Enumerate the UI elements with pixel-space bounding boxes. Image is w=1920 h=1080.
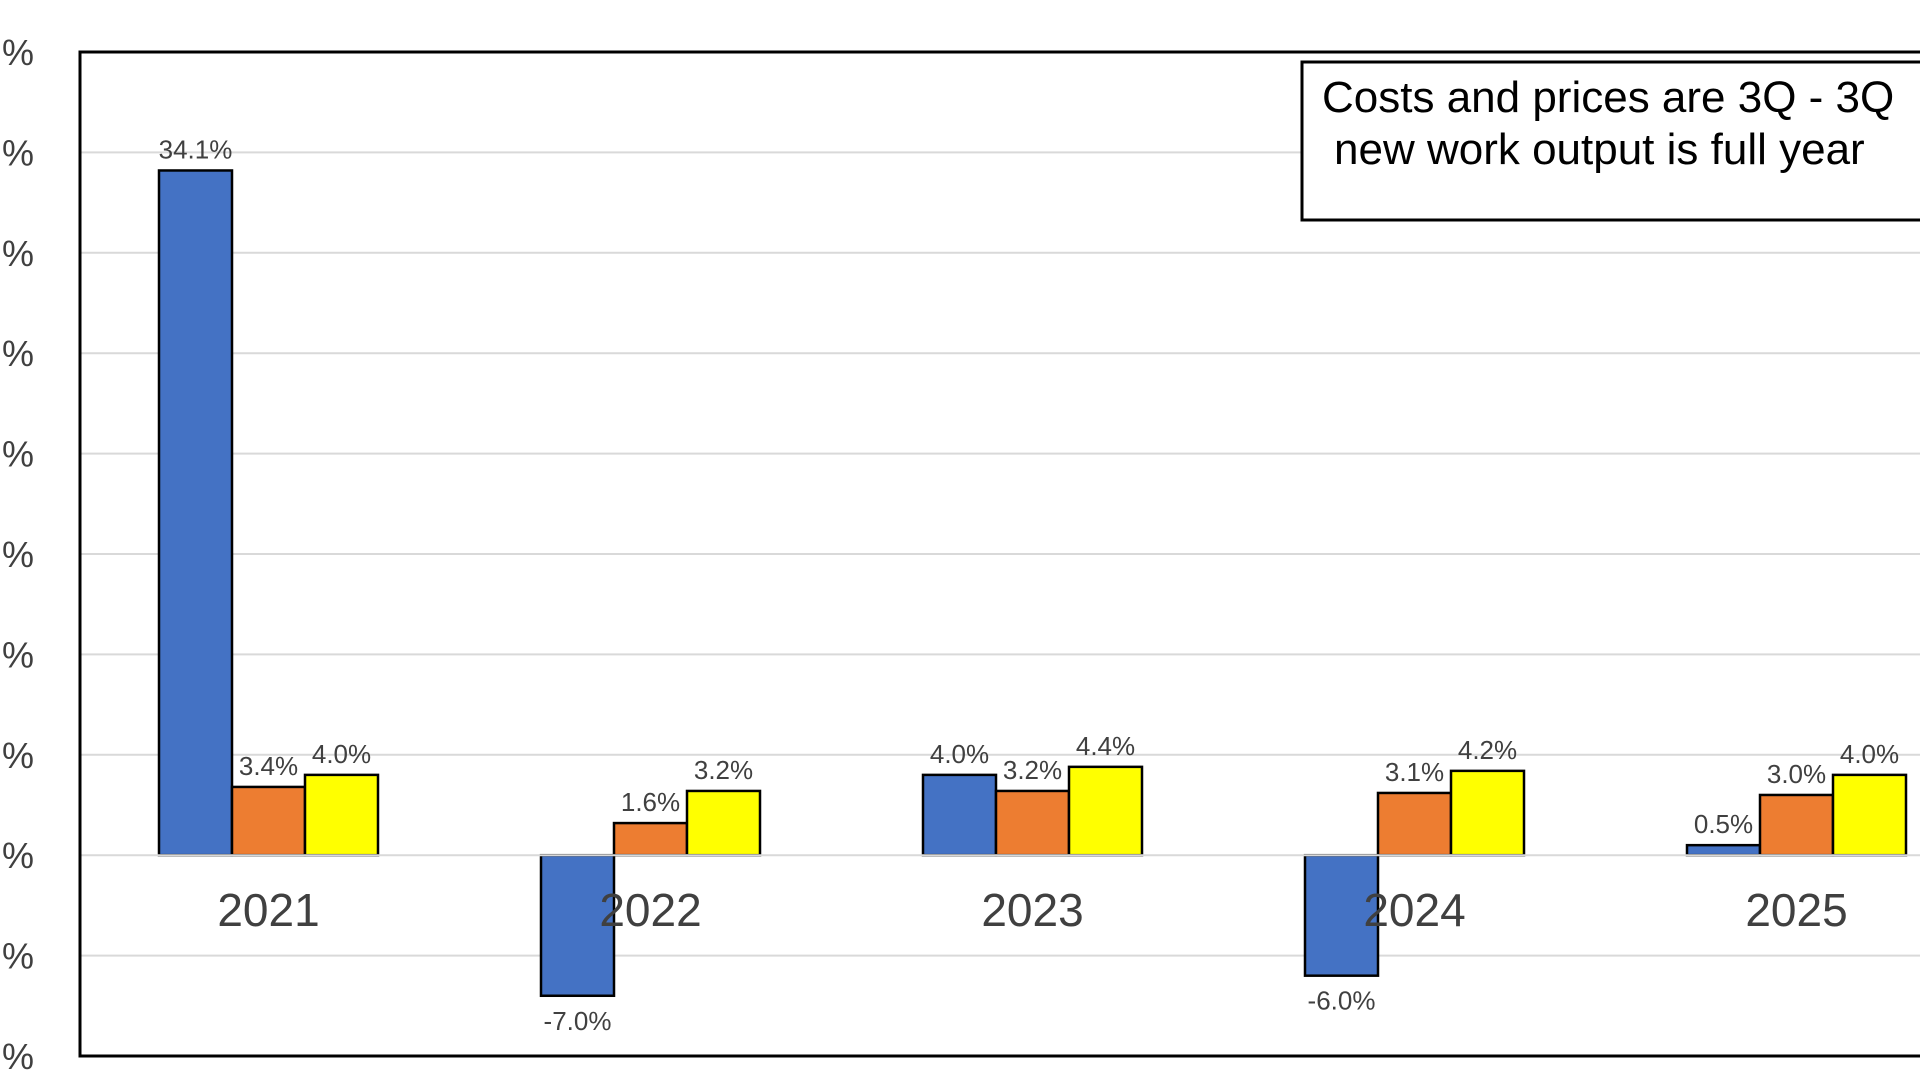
bars bbox=[157, 169, 1908, 998]
category-label-2022: 2022 bbox=[599, 884, 701, 936]
data-label-2025-series-1: 0.5% bbox=[1694, 809, 1753, 839]
data-label-2022-series-2: 1.6% bbox=[621, 787, 680, 817]
annotation-box: Costs and prices are 3Q - 3Q new work ou… bbox=[1300, 60, 1920, 222]
y-tick-label: % bbox=[2, 936, 34, 977]
y-tick-label: % bbox=[2, 32, 34, 73]
annotation-line-1: Costs and prices are 3Q - 3Q bbox=[1322, 73, 1894, 122]
annotation-frame bbox=[1300, 60, 1920, 222]
y-tick-label: % bbox=[2, 735, 34, 776]
category-label-2025: 2025 bbox=[1745, 884, 1847, 936]
data-label-2023-series-2: 3.2% bbox=[1003, 755, 1062, 785]
data-label-2024-series-2: 3.1% bbox=[1385, 757, 1444, 787]
data-label-2025-series-2: 3.0% bbox=[1767, 759, 1826, 789]
bar-2025-series-1 bbox=[1685, 843, 1762, 857]
bar-2021-series-2 bbox=[230, 785, 307, 857]
bar-2023-series-3 bbox=[1067, 765, 1144, 857]
y-tick-label: % bbox=[2, 132, 34, 173]
category-label-2023: 2023 bbox=[981, 884, 1083, 936]
data-label-2024-series-3: 4.2% bbox=[1458, 735, 1517, 765]
bar-2022-series-3 bbox=[685, 789, 762, 857]
data-labels: 34.1% 3.4% 4.0% -7.0% 1.6% 3.2% 4.0% 3.2% 4.4% -6… bbox=[159, 134, 1900, 1035]
category-labels: 2021 2022 2023 2024 2025 bbox=[217, 884, 1847, 936]
bar-2021-series-1 bbox=[157, 169, 234, 857]
category-label-2024: 2024 bbox=[1363, 884, 1465, 936]
bar-2023-series-2 bbox=[994, 789, 1071, 857]
bar-2024-series-2 bbox=[1376, 791, 1453, 857]
y-tick-label: % bbox=[2, 434, 34, 475]
data-label-2021-series-3: 4.0% bbox=[312, 739, 371, 769]
y-tick-label: % bbox=[2, 1036, 34, 1077]
bar-2025-series-3 bbox=[1831, 773, 1908, 857]
annotation-line-2: new work output is full year bbox=[1334, 125, 1865, 174]
data-label-2025-series-3: 4.0% bbox=[1840, 739, 1899, 769]
data-label-2024-series-1: -6.0% bbox=[1308, 986, 1376, 1016]
data-label-2022-series-1: -7.0% bbox=[544, 1006, 612, 1036]
y-tick-label: % bbox=[2, 835, 34, 876]
data-label-2023-series-3: 4.4% bbox=[1076, 731, 1135, 761]
y-tick-label: % bbox=[2, 233, 34, 274]
y-tick-label: % bbox=[2, 333, 34, 374]
y-axis-tick-labels: %%%%%%%%%%% bbox=[2, 32, 34, 1077]
y-tick-label: % bbox=[2, 534, 34, 575]
bar-2021-series-3 bbox=[303, 773, 380, 857]
data-label-2023-series-1: 4.0% bbox=[930, 739, 989, 769]
y-tick-label: % bbox=[2, 634, 34, 675]
plot-area-border bbox=[78, 50, 1920, 1058]
data-label-2021-series-2: 3.4% bbox=[239, 751, 298, 781]
data-label-2022-series-3: 3.2% bbox=[694, 755, 753, 785]
bar-2023-series-1 bbox=[921, 773, 998, 857]
bar-2025-series-2 bbox=[1758, 793, 1835, 857]
bar-2024-series-3 bbox=[1449, 769, 1526, 857]
bar-2022-series-2 bbox=[612, 821, 689, 857]
data-label-2021-series-1: 34.1% bbox=[159, 134, 233, 164]
category-label-2021: 2021 bbox=[217, 884, 319, 936]
